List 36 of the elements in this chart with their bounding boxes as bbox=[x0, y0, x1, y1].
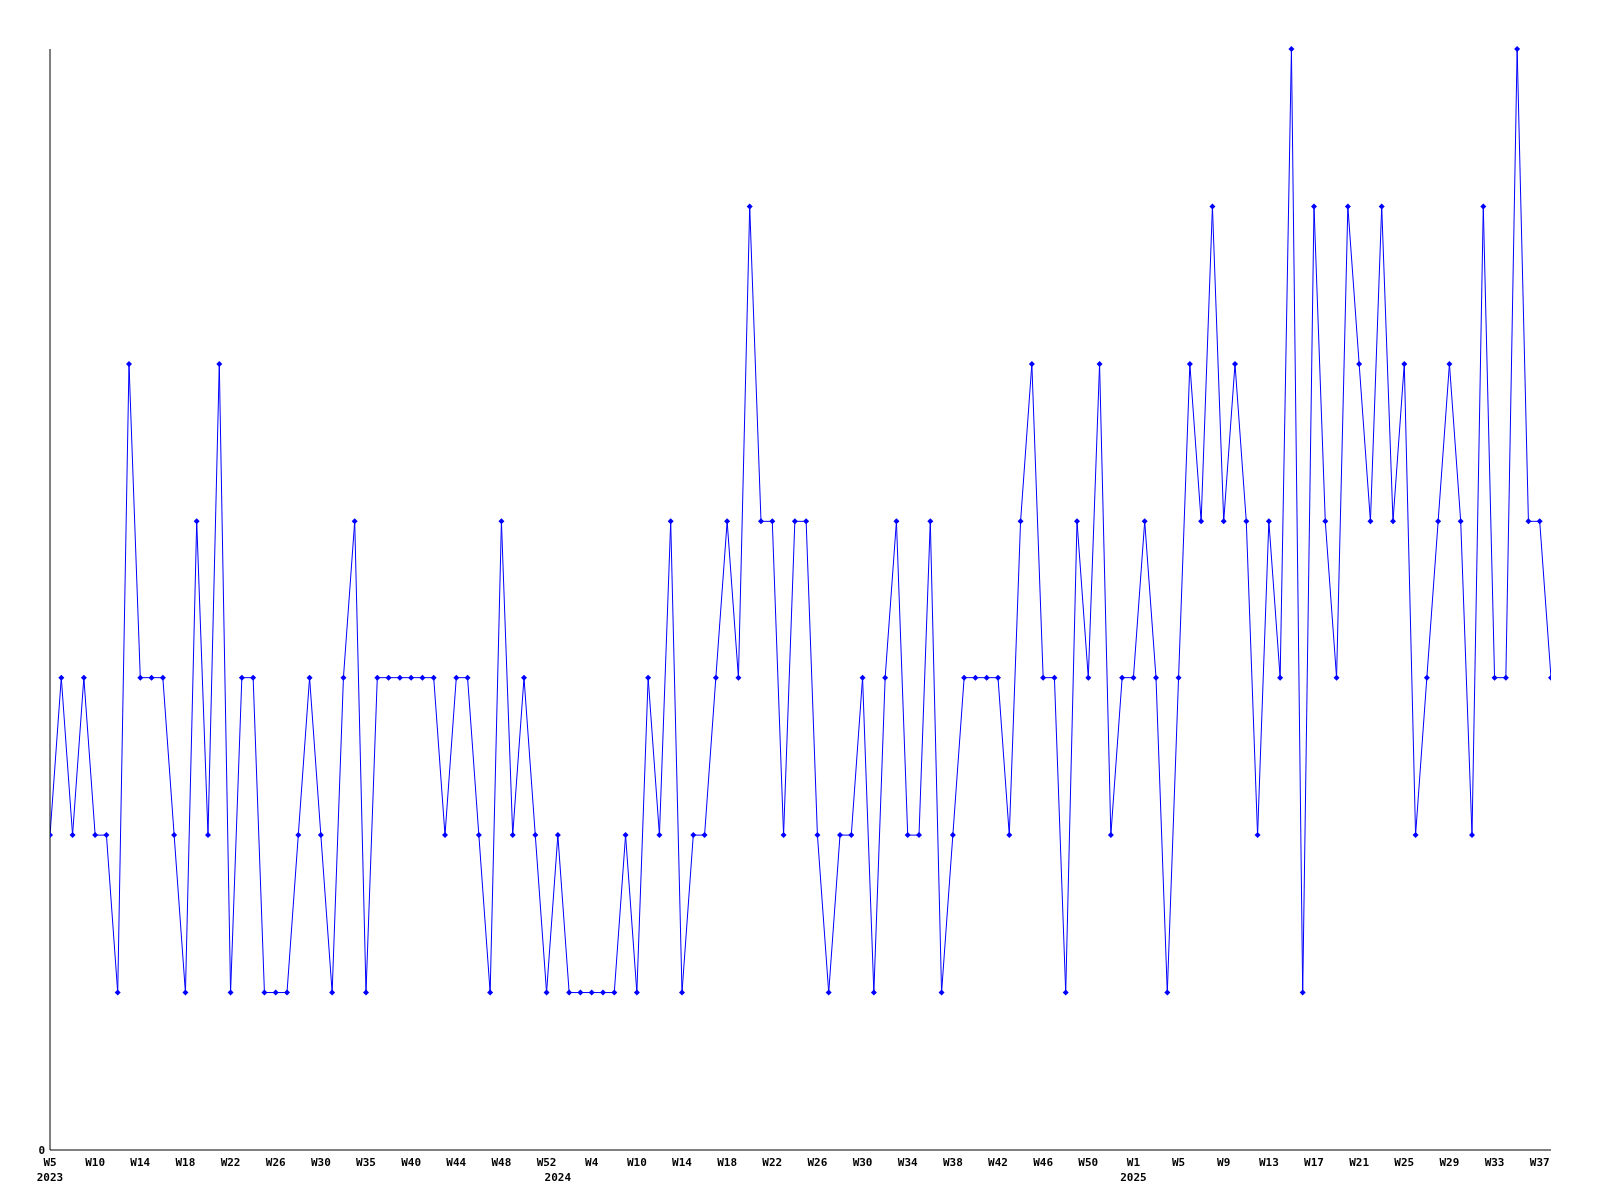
x-tick-label: W4 bbox=[585, 1156, 599, 1169]
x-tick-label: W50 bbox=[1078, 1156, 1099, 1169]
x-tick-label: W35 bbox=[356, 1156, 376, 1169]
x-tick-label: W26 bbox=[807, 1156, 828, 1169]
x-tick-label: W17 bbox=[1304, 1156, 1324, 1169]
x-tick-label: W21 bbox=[1349, 1156, 1370, 1169]
x-tick-label: W14 bbox=[130, 1156, 151, 1169]
x-tick-label: W1 2025 bbox=[1120, 1156, 1147, 1184]
x-tick-label: W29 bbox=[1439, 1156, 1460, 1169]
x-tick-label: W5 2023 bbox=[36, 1156, 64, 1184]
text: 0 bbox=[38, 1143, 45, 1157]
x-tick-label: W25 bbox=[1394, 1156, 1415, 1169]
x-tick-label: W18 bbox=[717, 1156, 738, 1169]
x-tick-label: W10 bbox=[626, 1156, 647, 1169]
x-tick-label: W13 bbox=[1258, 1156, 1279, 1169]
x-tick-label: W10 bbox=[85, 1156, 106, 1169]
x-tick-label: W48 bbox=[491, 1156, 512, 1169]
x-tick-label: W22 bbox=[762, 1156, 783, 1169]
x-tick-label: W46 bbox=[1033, 1156, 1054, 1169]
x-tick-label: W26 bbox=[265, 1156, 287, 1169]
x-tick-label: W37 bbox=[1529, 1156, 1550, 1169]
x-tick-label: W38 bbox=[942, 1156, 963, 1169]
x-tick-label: W22 bbox=[220, 1156, 241, 1169]
x-tick-label: W9 bbox=[1217, 1156, 1231, 1169]
x-tick-label: W52 bbox=[536, 1156, 557, 1169]
x-tick-label: W30 bbox=[310, 1156, 331, 1169]
x-tick-label: W5 bbox=[1171, 1156, 1186, 1169]
x-tick-label: W33 bbox=[1484, 1156, 1505, 1169]
x-tick-label: W44 bbox=[446, 1156, 467, 1169]
x-tick-label: W30 bbox=[852, 1156, 873, 1169]
x-tick-label: W40 bbox=[401, 1156, 422, 1169]
x-tick-label: W18 bbox=[175, 1156, 196, 1169]
x-tick-label: W14 bbox=[672, 1156, 693, 1169]
x-tick-label: 2024 bbox=[544, 1171, 572, 1184]
x-tick-label: W42 bbox=[988, 1156, 1008, 1169]
x-tick-label: W34 bbox=[897, 1156, 919, 1169]
